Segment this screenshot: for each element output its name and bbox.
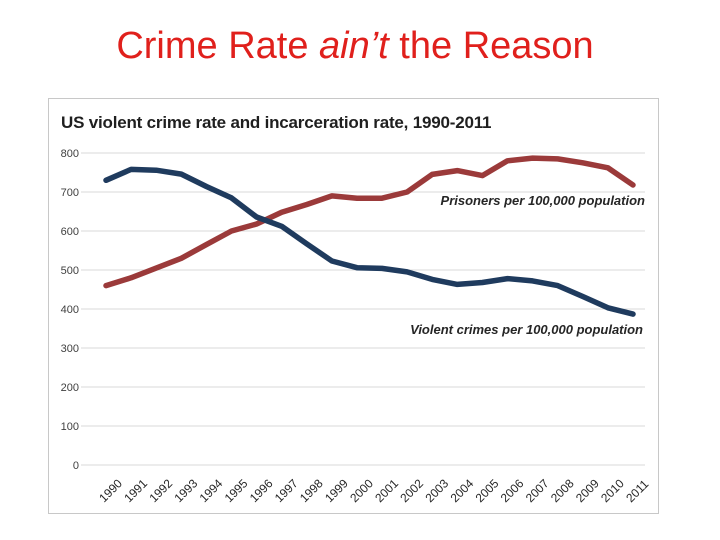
- x-tick-label: 1991: [121, 476, 150, 505]
- x-tick-label: 2000: [347, 476, 376, 505]
- series-label-prisoners: Prisoners per 100,000 population: [441, 193, 646, 208]
- x-tick-label: 1998: [297, 476, 326, 505]
- line-chart: 0100200300400500600700800199019911992199…: [61, 148, 652, 505]
- series-line-0: [103, 155, 636, 289]
- x-tick-label: 1994: [197, 476, 226, 505]
- x-tick-label: 2002: [397, 476, 426, 505]
- slide-title: Crime Rate ain’t the Reason: [0, 22, 710, 70]
- y-tick-label: 800: [61, 148, 79, 160]
- chart-title: US violent crime rate and incarceration …: [61, 113, 492, 132]
- y-tick-label: 0: [73, 460, 79, 472]
- x-tick-label: 1993: [172, 476, 201, 505]
- x-tick-label: 2011: [623, 477, 651, 505]
- x-tick-label: 2001: [372, 476, 401, 505]
- x-tick-label: 1996: [247, 476, 276, 505]
- x-tick-label: 2006: [498, 476, 527, 505]
- y-tick-label: 200: [61, 382, 79, 394]
- slide-title-emphasis: ain’t: [319, 25, 389, 67]
- y-tick-label: 400: [61, 304, 79, 316]
- x-tick-label: 2004: [448, 476, 477, 505]
- slide-title-text-end: the Reason: [388, 25, 594, 67]
- x-tick-label: 2008: [548, 476, 577, 505]
- x-tick-label: 1997: [272, 476, 301, 505]
- x-tick-label: 2005: [473, 476, 502, 505]
- x-tick-label: 1995: [222, 476, 251, 505]
- x-tick-label: 1992: [146, 476, 175, 505]
- chart-frame: US violent crime rate and incarceration …: [48, 98, 659, 514]
- y-tick-label: 700: [61, 187, 79, 199]
- x-tick-label: 2010: [598, 476, 627, 505]
- y-tick-label: 100: [61, 421, 79, 433]
- x-tick-label: 2009: [573, 476, 602, 505]
- series-line-1: [103, 166, 636, 317]
- x-tick-label: 2007: [523, 476, 552, 505]
- x-tick-label: 1999: [322, 476, 351, 505]
- y-tick-label: 600: [61, 226, 79, 238]
- x-tick-label: 2003: [422, 476, 451, 505]
- x-tick-label: 1990: [96, 476, 125, 505]
- slide-title-text: Crime Rate: [116, 25, 320, 67]
- y-tick-label: 500: [61, 265, 79, 277]
- y-tick-label: 300: [61, 343, 79, 355]
- series-label-violent-crimes: Violent crimes per 100,000 population: [410, 322, 643, 337]
